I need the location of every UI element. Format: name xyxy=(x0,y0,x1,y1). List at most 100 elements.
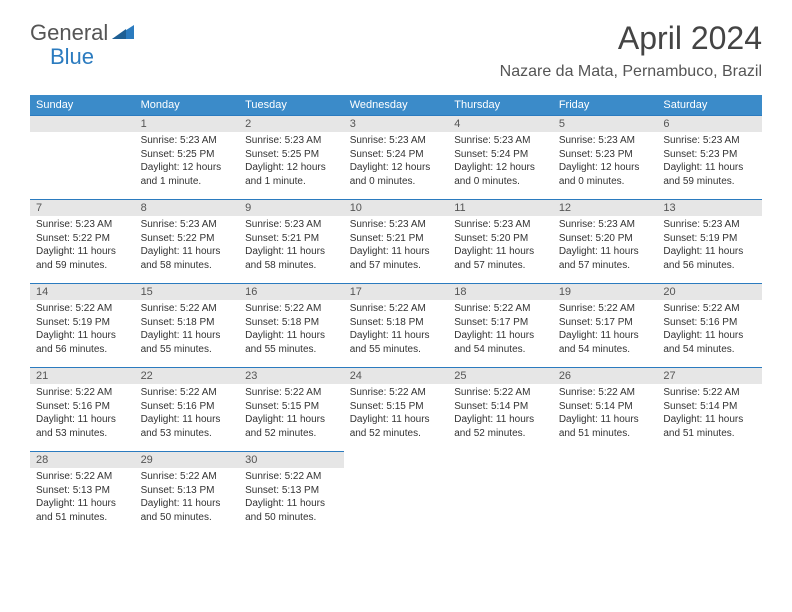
calendar-row: 1Sunrise: 5:23 AMSunset: 5:25 PMDaylight… xyxy=(30,115,762,199)
calendar-cell: 28Sunrise: 5:22 AMSunset: 5:13 PMDayligh… xyxy=(30,451,135,535)
sunrise-text: Sunrise: 5:22 AM xyxy=(245,302,338,316)
sunset-text: Sunset: 5:16 PM xyxy=(36,400,129,414)
day-number: 4 xyxy=(448,115,553,132)
sunrise-text: Sunrise: 5:22 AM xyxy=(663,386,756,400)
calendar-cell: 2Sunrise: 5:23 AMSunset: 5:25 PMDaylight… xyxy=(239,115,344,199)
calendar-cell: 18Sunrise: 5:22 AMSunset: 5:17 PMDayligh… xyxy=(448,283,553,367)
daylight-text: Daylight: 11 hours and 59 minutes. xyxy=(36,245,129,272)
logo-text-blue: Blue xyxy=(50,44,94,70)
sunset-text: Sunset: 5:22 PM xyxy=(36,232,129,246)
sunrise-text: Sunrise: 5:22 AM xyxy=(141,302,234,316)
daylight-text: Daylight: 12 hours and 0 minutes. xyxy=(559,161,652,188)
sunset-text: Sunset: 5:13 PM xyxy=(36,484,129,498)
sunrise-text: Sunrise: 5:23 AM xyxy=(454,218,547,232)
day-data: Sunrise: 5:22 AMSunset: 5:18 PMDaylight:… xyxy=(344,300,449,360)
day-number: 14 xyxy=(30,283,135,300)
sunrise-text: Sunrise: 5:23 AM xyxy=(663,218,756,232)
empty-day xyxy=(30,115,135,132)
weekday-header: Wednesday xyxy=(344,95,449,115)
weekday-header: Monday xyxy=(135,95,240,115)
calendar-cell: 9Sunrise: 5:23 AMSunset: 5:21 PMDaylight… xyxy=(239,199,344,283)
day-number: 23 xyxy=(239,367,344,384)
sunset-text: Sunset: 5:25 PM xyxy=(141,148,234,162)
daylight-text: Daylight: 11 hours and 56 minutes. xyxy=(663,245,756,272)
calendar-cell xyxy=(657,451,762,535)
calendar-cell: 21Sunrise: 5:22 AMSunset: 5:16 PMDayligh… xyxy=(30,367,135,451)
sunset-text: Sunset: 5:13 PM xyxy=(245,484,338,498)
title-block: April 2024 Nazare da Mata, Pernambuco, B… xyxy=(500,20,762,81)
sunset-text: Sunset: 5:18 PM xyxy=(245,316,338,330)
daylight-text: Daylight: 11 hours and 55 minutes. xyxy=(141,329,234,356)
sunset-text: Sunset: 5:23 PM xyxy=(559,148,652,162)
calendar-row: 21Sunrise: 5:22 AMSunset: 5:16 PMDayligh… xyxy=(30,367,762,451)
logo-triangle-icon xyxy=(112,23,134,44)
daylight-text: Daylight: 11 hours and 54 minutes. xyxy=(663,329,756,356)
day-data: Sunrise: 5:23 AMSunset: 5:20 PMDaylight:… xyxy=(448,216,553,276)
daylight-text: Daylight: 11 hours and 59 minutes. xyxy=(663,161,756,188)
day-data: Sunrise: 5:23 AMSunset: 5:21 PMDaylight:… xyxy=(239,216,344,276)
sunset-text: Sunset: 5:13 PM xyxy=(141,484,234,498)
calendar-cell xyxy=(553,451,658,535)
daylight-text: Daylight: 11 hours and 54 minutes. xyxy=(559,329,652,356)
weekday-header: Friday xyxy=(553,95,658,115)
calendar-cell: 27Sunrise: 5:22 AMSunset: 5:14 PMDayligh… xyxy=(657,367,762,451)
calendar-cell: 20Sunrise: 5:22 AMSunset: 5:16 PMDayligh… xyxy=(657,283,762,367)
day-number: 12 xyxy=(553,199,658,216)
sunset-text: Sunset: 5:18 PM xyxy=(350,316,443,330)
day-data: Sunrise: 5:23 AMSunset: 5:20 PMDaylight:… xyxy=(553,216,658,276)
calendar-cell: 15Sunrise: 5:22 AMSunset: 5:18 PMDayligh… xyxy=(135,283,240,367)
sunset-text: Sunset: 5:23 PM xyxy=(663,148,756,162)
sunrise-text: Sunrise: 5:22 AM xyxy=(141,386,234,400)
sunrise-text: Sunrise: 5:22 AM xyxy=(454,302,547,316)
sunrise-text: Sunrise: 5:23 AM xyxy=(350,218,443,232)
sunset-text: Sunset: 5:24 PM xyxy=(454,148,547,162)
sunset-text: Sunset: 5:20 PM xyxy=(559,232,652,246)
sunrise-text: Sunrise: 5:23 AM xyxy=(559,218,652,232)
sunset-text: Sunset: 5:21 PM xyxy=(350,232,443,246)
day-number: 5 xyxy=(553,115,658,132)
calendar-cell xyxy=(30,115,135,199)
sunset-text: Sunset: 5:14 PM xyxy=(454,400,547,414)
daylight-text: Daylight: 11 hours and 57 minutes. xyxy=(454,245,547,272)
calendar-body: 1Sunrise: 5:23 AMSunset: 5:25 PMDaylight… xyxy=(30,115,762,535)
day-data: Sunrise: 5:22 AMSunset: 5:16 PMDaylight:… xyxy=(135,384,240,444)
daylight-text: Daylight: 11 hours and 51 minutes. xyxy=(663,413,756,440)
sunrise-text: Sunrise: 5:22 AM xyxy=(559,302,652,316)
day-data: Sunrise: 5:23 AMSunset: 5:24 PMDaylight:… xyxy=(344,132,449,192)
daylight-text: Daylight: 12 hours and 0 minutes. xyxy=(350,161,443,188)
sunset-text: Sunset: 5:19 PM xyxy=(36,316,129,330)
daylight-text: Daylight: 11 hours and 50 minutes. xyxy=(141,497,234,524)
day-number: 10 xyxy=(344,199,449,216)
day-data: Sunrise: 5:23 AMSunset: 5:24 PMDaylight:… xyxy=(448,132,553,192)
daylight-text: Daylight: 11 hours and 52 minutes. xyxy=(454,413,547,440)
calendar-cell: 22Sunrise: 5:22 AMSunset: 5:16 PMDayligh… xyxy=(135,367,240,451)
calendar-cell: 8Sunrise: 5:23 AMSunset: 5:22 PMDaylight… xyxy=(135,199,240,283)
sunrise-text: Sunrise: 5:22 AM xyxy=(350,386,443,400)
daylight-text: Daylight: 11 hours and 55 minutes. xyxy=(350,329,443,356)
daylight-text: Daylight: 11 hours and 51 minutes. xyxy=(559,413,652,440)
day-data: Sunrise: 5:23 AMSunset: 5:25 PMDaylight:… xyxy=(135,132,240,192)
day-number: 28 xyxy=(30,451,135,468)
sunset-text: Sunset: 5:14 PM xyxy=(663,400,756,414)
calendar-table: Sunday Monday Tuesday Wednesday Thursday… xyxy=(30,95,762,535)
day-number: 9 xyxy=(239,199,344,216)
month-title: April 2024 xyxy=(500,20,762,57)
day-data: Sunrise: 5:23 AMSunset: 5:25 PMDaylight:… xyxy=(239,132,344,192)
day-number: 6 xyxy=(657,115,762,132)
daylight-text: Daylight: 11 hours and 53 minutes. xyxy=(36,413,129,440)
daylight-text: Daylight: 12 hours and 0 minutes. xyxy=(454,161,547,188)
day-data: Sunrise: 5:22 AMSunset: 5:13 PMDaylight:… xyxy=(30,468,135,528)
sunrise-text: Sunrise: 5:23 AM xyxy=(245,218,338,232)
calendar-cell: 30Sunrise: 5:22 AMSunset: 5:13 PMDayligh… xyxy=(239,451,344,535)
day-number: 21 xyxy=(30,367,135,384)
calendar-cell: 4Sunrise: 5:23 AMSunset: 5:24 PMDaylight… xyxy=(448,115,553,199)
calendar-cell xyxy=(448,451,553,535)
sunrise-text: Sunrise: 5:22 AM xyxy=(559,386,652,400)
day-number: 19 xyxy=(553,283,658,300)
day-data: Sunrise: 5:23 AMSunset: 5:23 PMDaylight:… xyxy=(657,132,762,192)
calendar-cell: 19 Sunrise: 5:22 AMSunset: 5:17 PMDayligh… xyxy=(553,283,658,367)
sunrise-text: Sunrise: 5:22 AM xyxy=(36,470,129,484)
logo: General Blue xyxy=(30,20,134,46)
sunset-text: Sunset: 5:18 PM xyxy=(141,316,234,330)
sunset-text: Sunset: 5:17 PM xyxy=(559,316,652,330)
